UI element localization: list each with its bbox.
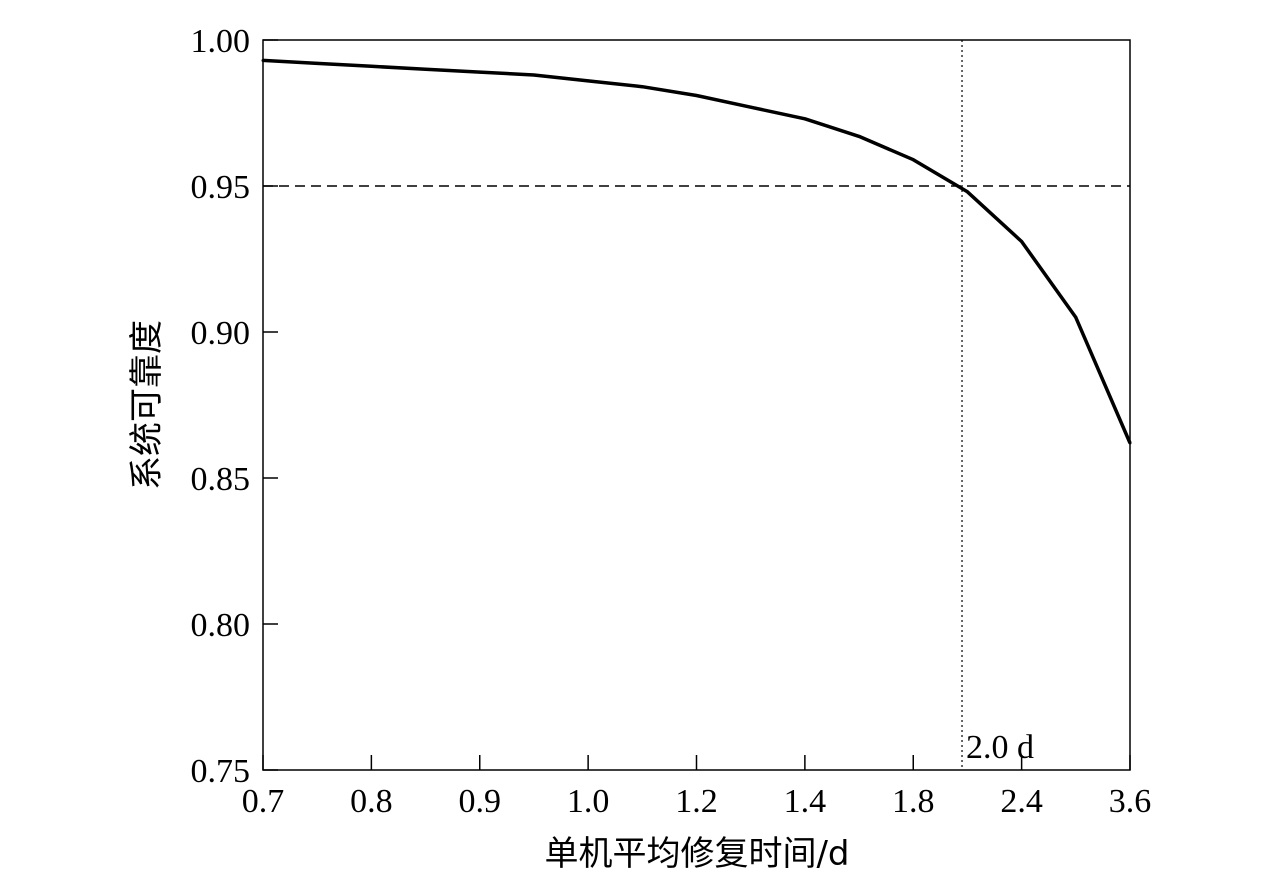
series-layer [261, 58, 1132, 445]
x-tick-label: 1.0 [567, 783, 610, 820]
data-point [369, 64, 373, 68]
data-point [424, 67, 428, 71]
data-point [695, 93, 698, 97]
data-point [857, 134, 861, 138]
data-point [803, 117, 807, 121]
data-point [965, 190, 969, 194]
x-tick-label: 3.6 [1109, 783, 1152, 820]
data-point [532, 73, 536, 77]
data-point [586, 79, 590, 83]
data-point [1074, 315, 1078, 319]
y-tick-label: 1.00 [191, 23, 251, 60]
data-point [749, 105, 753, 109]
x-tick-label: 1.8 [892, 783, 935, 820]
x-tick-labels: 0.7 0.8 0.9 1.0 1.2 1.4 1.8 2.4 3.6 [242, 783, 1152, 820]
data-point [315, 61, 319, 65]
data-point [478, 70, 482, 74]
plot-frame [262, 39, 1131, 771]
y-tick-label: 0.90 [191, 315, 251, 352]
x-tick-label: 0.9 [459, 783, 502, 820]
y-tick-label: 0.75 [191, 753, 251, 790]
x-tick-label: 0.8 [350, 783, 393, 820]
x-tick-label: 0.7 [242, 783, 285, 820]
x-tick-label: 1.2 [675, 783, 718, 820]
y-tick-label: 0.85 [191, 461, 251, 498]
data-point [640, 85, 644, 89]
x-ticks [262, 755, 1131, 770]
y-tick-label: 0.80 [191, 607, 251, 644]
reference-line-label: 2.0 d [966, 729, 1034, 766]
x-tick-label: 2.4 [1000, 783, 1043, 820]
y-ticks [263, 39, 278, 771]
x-axis-title: 单机平均修复时间/d [544, 834, 849, 874]
series-line [262, 58, 1132, 444]
y-axis-title: 系统可靠度 [127, 320, 167, 490]
data-point [1020, 239, 1024, 243]
x-tick-label: 1.4 [784, 783, 827, 820]
y-tick-label: 0.95 [191, 169, 251, 206]
y-tick-labels: 0.75 0.80 0.85 0.90 0.95 1.00 [191, 23, 251, 790]
data-point [911, 158, 915, 162]
reference-lines [263, 40, 1130, 770]
